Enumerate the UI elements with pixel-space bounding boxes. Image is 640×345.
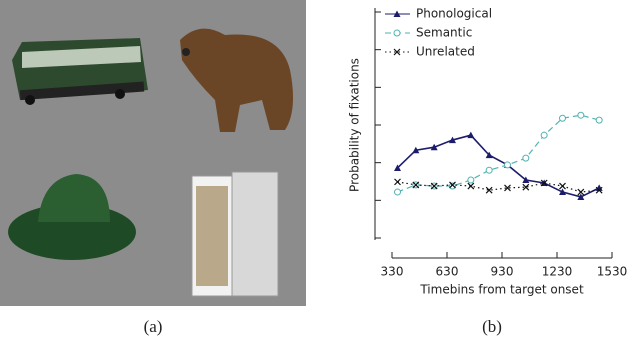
marker	[394, 188, 401, 196]
legend-label: Semantic	[416, 26, 472, 40]
caption: (a)	[144, 317, 163, 336]
marker	[485, 186, 493, 194]
fridge-image	[191, 171, 279, 297]
marker	[449, 181, 456, 189]
marker	[394, 164, 401, 171]
marker	[467, 182, 475, 190]
x-axis-title: Timebins from target onset	[419, 283, 584, 297]
marker	[467, 176, 475, 184]
image-panel	[0, 0, 306, 306]
marker	[522, 183, 530, 191]
chart: Timebins from target onset Probability o…	[348, 7, 628, 297]
marker	[577, 193, 585, 200]
x-tick-label: 1530	[597, 265, 628, 279]
marker	[595, 184, 603, 191]
marker	[449, 136, 456, 144]
caption: (b)	[482, 317, 502, 336]
marker	[485, 151, 493, 159]
x-tick-label: 330	[381, 265, 404, 279]
legend-label: Phonological	[416, 7, 492, 21]
series-line	[396, 134, 600, 198]
legend-marker	[393, 48, 401, 56]
marker	[430, 182, 438, 190]
series-line	[397, 181, 600, 193]
marker	[449, 182, 456, 190]
marker	[540, 131, 548, 139]
marker	[559, 114, 566, 122]
marker	[577, 188, 585, 196]
marker	[394, 178, 401, 186]
marker	[595, 116, 603, 124]
marker	[467, 131, 475, 139]
series-line	[397, 114, 600, 193]
marker	[559, 182, 566, 190]
marker	[559, 188, 566, 196]
marker	[522, 176, 530, 183]
x-tick-label: 930	[491, 265, 514, 279]
x-tick-label: 1230	[542, 265, 573, 279]
marker	[504, 184, 511, 192]
bear-image	[180, 28, 294, 133]
train-image	[12, 38, 148, 105]
x-tick-label: 630	[436, 265, 459, 279]
marker	[522, 154, 530, 162]
legend-label: Unrelated	[416, 45, 475, 59]
marker	[430, 143, 438, 151]
marker	[504, 161, 511, 169]
marker	[595, 186, 603, 194]
marker	[412, 146, 420, 154]
marker	[540, 179, 548, 187]
marker	[412, 181, 420, 189]
y-axis-title: Probability of fixations	[348, 58, 362, 192]
marker	[485, 166, 493, 174]
hat-image	[8, 174, 136, 260]
marker	[577, 111, 585, 119]
legend-marker	[393, 10, 401, 17]
legend-marker	[393, 29, 401, 37]
